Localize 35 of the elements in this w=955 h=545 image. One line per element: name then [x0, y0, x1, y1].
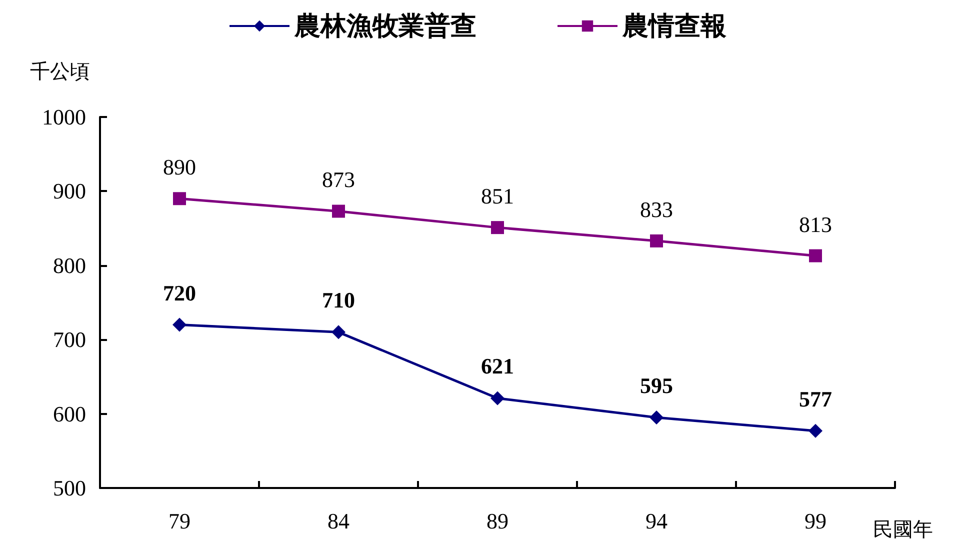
x-tick-label: 79: [168, 508, 190, 534]
x-tick-label: 84: [328, 508, 350, 534]
data-label: 833: [640, 196, 673, 222]
data-label: 813: [799, 212, 832, 237]
point: [808, 424, 822, 438]
y-tick-label: 500: [53, 476, 86, 500]
legend-label: 農林漁牧業普查: [294, 10, 476, 40]
point: [650, 234, 663, 248]
data-label: 720: [163, 280, 196, 306]
x-axis-title: 民國年: [873, 519, 933, 541]
y-tick-label: 900: [53, 178, 86, 204]
point: [650, 410, 664, 425]
y-tick-label: 800: [53, 252, 86, 278]
x-tick-label: 89: [486, 508, 508, 534]
x-tick-label: 94: [646, 508, 668, 534]
data-label: 851: [481, 184, 514, 209]
point: [172, 318, 186, 332]
data-label: 595: [640, 373, 673, 398]
data-label: 577: [799, 386, 832, 412]
y-tick-label: 600: [53, 401, 86, 426]
data-label: 890: [163, 154, 196, 180]
point: [491, 221, 504, 234]
point: [490, 391, 504, 406]
data-label: 873: [322, 167, 355, 192]
data-label: 710: [322, 288, 355, 313]
point: [173, 192, 186, 206]
point: [809, 249, 822, 262]
y-tick-label: 1000: [42, 104, 86, 130]
legend-label: 農情查報: [622, 12, 726, 40]
y-axis-title: 千公頃: [30, 61, 90, 83]
point: [332, 204, 345, 218]
y-tick-label: 700: [53, 327, 86, 352]
point: [332, 325, 346, 340]
data-label: 621: [481, 354, 514, 379]
x-tick-label: 99: [804, 508, 826, 534]
